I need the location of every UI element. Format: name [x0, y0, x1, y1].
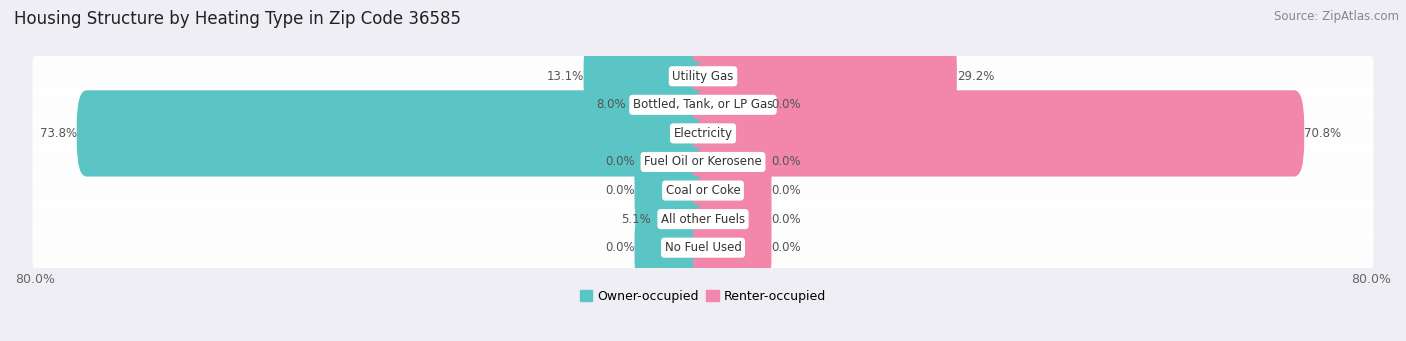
FancyBboxPatch shape	[634, 119, 713, 205]
Text: 0.0%: 0.0%	[772, 184, 801, 197]
Text: Bottled, Tank, or LP Gas: Bottled, Tank, or LP Gas	[633, 98, 773, 112]
Text: 0.0%: 0.0%	[772, 241, 801, 254]
FancyBboxPatch shape	[77, 90, 713, 177]
FancyBboxPatch shape	[32, 170, 1374, 211]
FancyBboxPatch shape	[32, 113, 1374, 154]
Text: Electricity: Electricity	[673, 127, 733, 140]
FancyBboxPatch shape	[634, 205, 713, 291]
FancyBboxPatch shape	[693, 147, 772, 234]
FancyBboxPatch shape	[693, 119, 772, 205]
FancyBboxPatch shape	[693, 62, 772, 148]
FancyBboxPatch shape	[32, 227, 1374, 268]
Text: 0.0%: 0.0%	[605, 241, 634, 254]
Text: 0.0%: 0.0%	[772, 155, 801, 168]
Text: 13.1%: 13.1%	[547, 70, 583, 83]
Text: Source: ZipAtlas.com: Source: ZipAtlas.com	[1274, 10, 1399, 23]
Text: 70.8%: 70.8%	[1305, 127, 1341, 140]
Text: No Fuel Used: No Fuel Used	[665, 241, 741, 254]
Text: 0.0%: 0.0%	[605, 155, 634, 168]
FancyBboxPatch shape	[634, 147, 713, 234]
Text: 29.2%: 29.2%	[957, 70, 994, 83]
Text: All other Fuels: All other Fuels	[661, 212, 745, 226]
Text: Fuel Oil or Kerosene: Fuel Oil or Kerosene	[644, 155, 762, 168]
FancyBboxPatch shape	[693, 90, 1305, 177]
FancyBboxPatch shape	[651, 176, 713, 262]
FancyBboxPatch shape	[626, 62, 713, 148]
Text: 73.8%: 73.8%	[39, 127, 77, 140]
Text: Utility Gas: Utility Gas	[672, 70, 734, 83]
FancyBboxPatch shape	[32, 142, 1374, 182]
FancyBboxPatch shape	[693, 205, 772, 291]
Text: 0.0%: 0.0%	[772, 212, 801, 226]
Text: 0.0%: 0.0%	[772, 98, 801, 112]
Text: 0.0%: 0.0%	[605, 184, 634, 197]
FancyBboxPatch shape	[693, 33, 957, 119]
FancyBboxPatch shape	[693, 176, 772, 262]
FancyBboxPatch shape	[32, 199, 1374, 239]
Text: 5.1%: 5.1%	[620, 212, 651, 226]
Text: 8.0%: 8.0%	[596, 98, 626, 112]
Text: Coal or Coke: Coal or Coke	[665, 184, 741, 197]
FancyBboxPatch shape	[32, 85, 1374, 125]
Legend: Owner-occupied, Renter-occupied: Owner-occupied, Renter-occupied	[575, 285, 831, 308]
FancyBboxPatch shape	[583, 33, 713, 119]
FancyBboxPatch shape	[32, 56, 1374, 97]
Text: Housing Structure by Heating Type in Zip Code 36585: Housing Structure by Heating Type in Zip…	[14, 10, 461, 28]
